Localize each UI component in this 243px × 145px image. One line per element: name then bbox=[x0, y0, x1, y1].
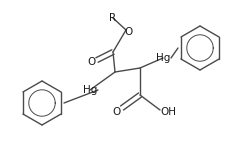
Text: Hg: Hg bbox=[156, 53, 170, 63]
Text: O: O bbox=[112, 107, 120, 117]
Text: O: O bbox=[87, 57, 95, 67]
Text: Hg: Hg bbox=[83, 85, 97, 95]
Text: O: O bbox=[124, 27, 132, 37]
Text: OH: OH bbox=[160, 107, 176, 117]
Text: R: R bbox=[109, 13, 117, 23]
